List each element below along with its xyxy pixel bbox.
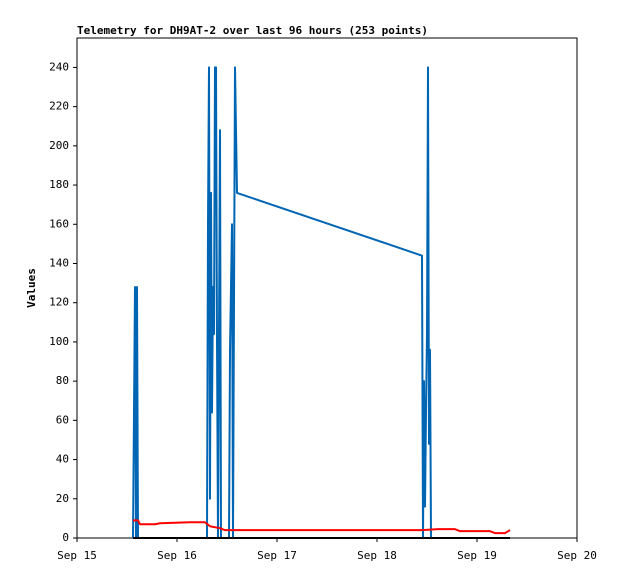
x-tick-label: Sep 18 <box>357 549 397 562</box>
y-axis-label: Values <box>25 268 38 308</box>
y-tick-label: 160 <box>49 217 69 230</box>
y-tick-label: 80 <box>56 374 69 387</box>
y-tick-label: 140 <box>49 256 69 269</box>
y-tick-label: 60 <box>56 413 69 426</box>
series-line <box>133 519 511 535</box>
x-tick-label: Sep 15 <box>57 549 97 562</box>
y-tick-label: 220 <box>49 100 69 113</box>
y-tick-label: 180 <box>49 178 69 191</box>
y-tick-label: 100 <box>49 335 69 348</box>
x-tick-label: Sep 16 <box>157 549 197 562</box>
y-tick-label: 20 <box>56 492 69 505</box>
y-tick-label: 40 <box>56 453 69 466</box>
x-tick-label: Sep 20 <box>557 549 597 562</box>
series-line <box>132 66 432 539</box>
y-tick-label: 240 <box>49 60 69 73</box>
x-tick-label: Sep 19 <box>457 549 497 562</box>
y-tick-label: 0 <box>62 531 69 544</box>
x-tick-label: Sep 17 <box>257 549 297 562</box>
chart-title: Telemetry for DH9AT-2 over last 96 hours… <box>77 24 428 37</box>
y-tick-label: 120 <box>49 296 69 309</box>
y-tick-label: 200 <box>49 139 69 152</box>
